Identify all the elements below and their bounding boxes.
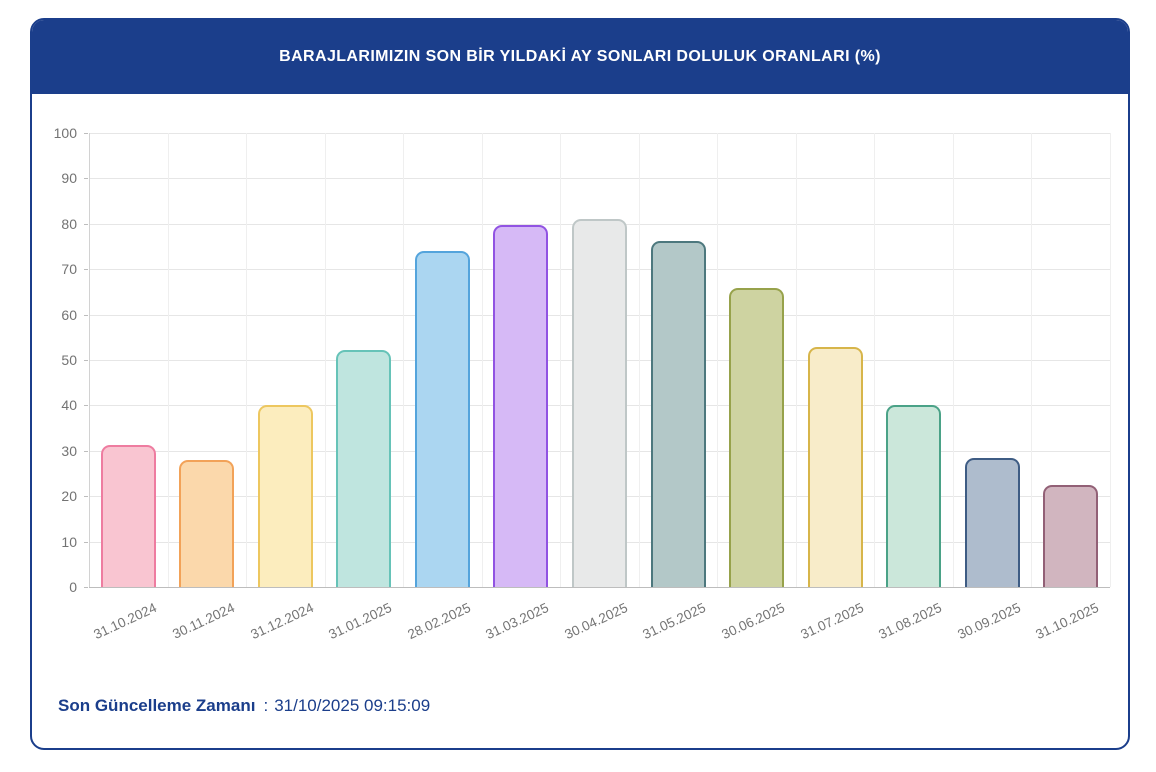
bar-31.03.2025[interactable] bbox=[493, 225, 549, 587]
x-tick-label: 31.01.2025 bbox=[326, 600, 395, 643]
chart-title: BARAJLARIMIZIN SON BİR YILDAKİ AY SONLAR… bbox=[279, 48, 881, 65]
dam-occupancy-card: BARAJLARIMIZIN SON BİR YILDAKİ AY SONLAR… bbox=[30, 18, 1130, 750]
last-update-value: 31/10/2025 09:15:09 bbox=[274, 696, 431, 715]
y-tick-label: 10 bbox=[61, 533, 77, 550]
x-grid-line bbox=[952, 133, 954, 587]
x-tick-label: 31.10.2025 bbox=[1033, 600, 1102, 643]
last-update-line: Son Güncelleme Zamanı:31/10/2025 09:15:0… bbox=[58, 696, 430, 716]
bar-30.09.2025[interactable] bbox=[964, 457, 1020, 587]
x-grid-line bbox=[1110, 133, 1111, 587]
bar-31.08.2025[interactable] bbox=[886, 405, 942, 587]
last-update-separator: : bbox=[263, 696, 269, 715]
y-tick-mark bbox=[84, 541, 88, 543]
y-tick-mark bbox=[84, 178, 88, 180]
x-tick-label: 31.10.2024 bbox=[91, 600, 159, 643]
y-tick-mark bbox=[84, 496, 88, 498]
bar-31.07.2025[interactable] bbox=[807, 347, 863, 587]
y-axis-line bbox=[89, 133, 90, 587]
y-tick-label: 100 bbox=[53, 125, 77, 141]
bar-31.12.2024[interactable] bbox=[257, 405, 313, 587]
y-tick-mark bbox=[84, 587, 88, 588]
y-tick-label: 40 bbox=[61, 397, 77, 414]
x-tick-label: 31.03.2025 bbox=[483, 600, 552, 643]
y-tick-label: 90 bbox=[61, 170, 77, 187]
bar-chart: 0 10 20 30 40 50 60 70 80 90 100 31.10.2024 30.11.20… bbox=[32, 94, 1128, 654]
y-tick-label: 30 bbox=[61, 442, 77, 459]
y-tick-mark bbox=[84, 450, 88, 452]
x-grid-line bbox=[874, 133, 876, 587]
x-axis-line bbox=[89, 587, 1110, 588]
y-grid-line bbox=[89, 133, 1110, 134]
bar-31.10.2024[interactable] bbox=[100, 444, 156, 587]
bar-30.04.2025[interactable] bbox=[572, 219, 627, 587]
bar-30.11.2024[interactable] bbox=[179, 460, 235, 587]
x-tick-label: 31.12.2024 bbox=[248, 600, 316, 643]
y-tick-mark bbox=[84, 405, 88, 407]
y-tick-label: 70 bbox=[61, 261, 77, 278]
x-grid-line bbox=[795, 133, 797, 587]
y-tick-mark bbox=[84, 269, 88, 271]
bar-31.05.2025[interactable] bbox=[650, 240, 706, 587]
y-tick-mark bbox=[84, 360, 88, 361]
y-tick-label: 20 bbox=[61, 488, 77, 505]
y-tick-label: 50 bbox=[61, 352, 77, 368]
y-grid-line bbox=[89, 178, 1110, 180]
x-tick-label: 31.05.2025 bbox=[640, 600, 709, 643]
x-tick-label: 30.04.2025 bbox=[562, 600, 630, 643]
x-grid-line bbox=[717, 133, 719, 587]
x-tick-label: 31.08.2025 bbox=[876, 600, 944, 643]
y-tick-mark bbox=[84, 223, 88, 225]
bar-30.06.2025[interactable] bbox=[729, 287, 785, 587]
x-grid-line bbox=[481, 133, 483, 587]
y-tick-mark bbox=[84, 314, 88, 316]
bar-31.01.2025[interactable] bbox=[336, 349, 392, 587]
bar-28.02.2025[interactable] bbox=[414, 250, 470, 587]
x-tick-label: 31.07.2025 bbox=[797, 600, 866, 643]
y-tick-mark bbox=[84, 133, 88, 134]
y-tick-label: 0 bbox=[69, 579, 77, 595]
x-grid-line bbox=[403, 133, 405, 587]
x-grid-line bbox=[638, 133, 640, 587]
x-tick-label: 30.11.2024 bbox=[170, 600, 238, 642]
y-tick-label: 80 bbox=[61, 215, 77, 232]
x-grid-line bbox=[324, 133, 326, 587]
x-grid-line bbox=[246, 133, 248, 587]
x-grid-line bbox=[1031, 133, 1033, 587]
x-tick-label: 28.02.2025 bbox=[405, 600, 473, 643]
x-grid-line bbox=[560, 133, 562, 587]
x-tick-label: 30.06.2025 bbox=[719, 600, 787, 643]
x-tick-label: 30.09.2025 bbox=[954, 600, 1023, 643]
card-header: BARAJLARIMIZIN SON BİR YILDAKİ AY SONLAR… bbox=[32, 20, 1128, 94]
x-grid-line bbox=[167, 133, 169, 587]
bar-31.10.2025[interactable] bbox=[1043, 484, 1099, 587]
last-update-label: Son Güncelleme Zamanı bbox=[58, 696, 256, 715]
y-tick-label: 60 bbox=[61, 306, 77, 323]
